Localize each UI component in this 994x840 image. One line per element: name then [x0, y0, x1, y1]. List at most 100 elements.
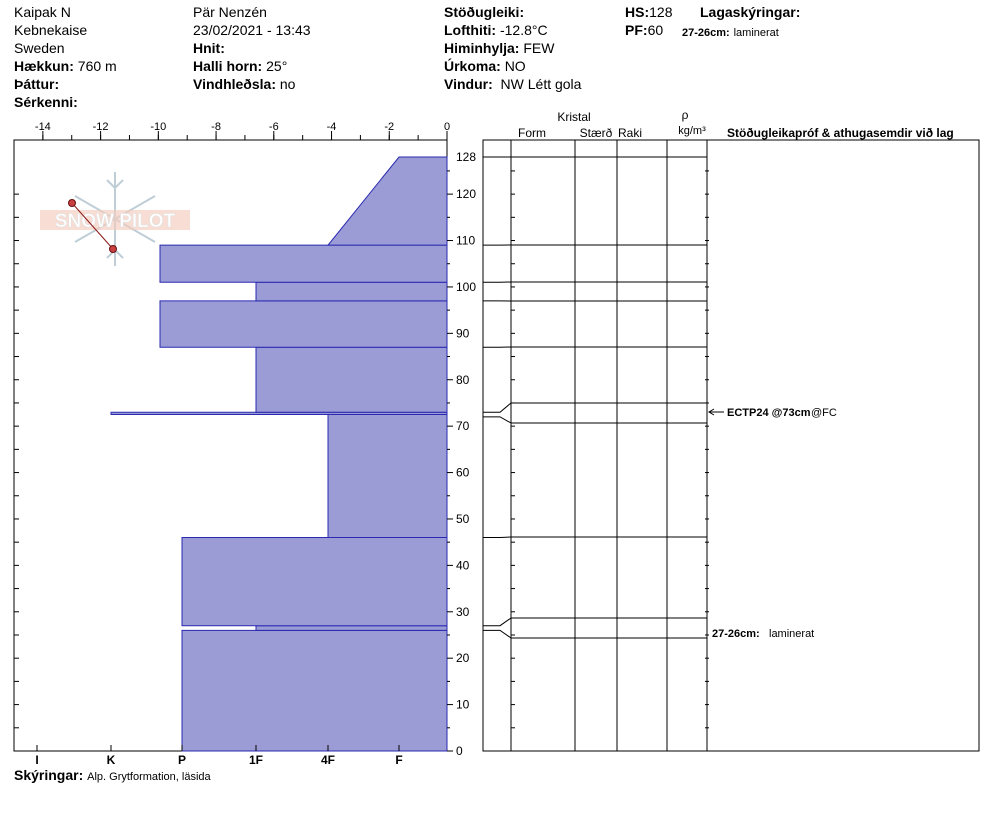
specifics-label: Sérkenni: — [14, 94, 78, 110]
sky-value: FEW — [523, 40, 555, 56]
hardness-layer — [255, 625, 448, 631]
hardness-axis: I K P 1F 4F F — [14, 193, 403, 767]
pf-label: PF: — [625, 22, 648, 38]
hardness-layer — [255, 346, 448, 413]
wind-loading-field: Vindhleðsla: no — [193, 76, 295, 92]
layer-connector — [483, 402, 512, 413]
size-header: Stærð — [580, 126, 613, 140]
temp-tick-label: -2 — [384, 121, 394, 133]
layer-table-columns — [510, 140, 708, 751]
temp-tick-label: -14 — [35, 121, 51, 133]
precip-value: NO — [504, 58, 526, 74]
temp-tick-label: -10 — [150, 121, 166, 133]
snowpilot-logo: SNOW PILOT — [40, 172, 190, 266]
logo-text: SNOW PILOT — [55, 211, 176, 232]
layer-connector — [483, 629, 512, 639]
observer-name: Pär Nenzén — [193, 4, 267, 20]
hardness-tick-label: P — [178, 753, 186, 767]
hardness-layers — [110, 156, 448, 752]
height-tick-label: 100 — [456, 280, 476, 294]
slope-label: Halli horn: — [193, 58, 263, 74]
height-tick-label: 120 — [456, 187, 476, 201]
coords-label: Hnit: — [193, 40, 225, 56]
height-tick-label: 110 — [456, 234, 475, 248]
hardness-tick-label: 1F — [249, 753, 263, 767]
sky-label: Himinhylja: — [444, 40, 520, 56]
hardness-tick-label: K — [107, 753, 116, 767]
layer-table-frame — [482, 139, 980, 752]
observation-datetime: 23/02/2021 - 13:43 — [193, 22, 311, 38]
pf-value: 60 — [647, 22, 664, 38]
elevation-label: Hækkun: — [14, 58, 74, 74]
hs-value: 128 — [649, 4, 673, 20]
hs-label: HS: — [625, 4, 650, 20]
temp-tick-label: 0 — [444, 121, 450, 133]
layer-note: 27-26cm: laminerat — [682, 23, 779, 41]
wind-field: Vindur: NW Létt gola — [444, 76, 581, 92]
footer-notes: Skýringar: Alp. Grytformation, läsida — [14, 767, 211, 785]
hardness-layer — [181, 537, 448, 627]
temp-tick-label: -8 — [211, 121, 221, 133]
layer-comment-text: laminerat — [769, 628, 814, 640]
layer-note-text: laminerat — [733, 27, 779, 39]
hardness-tick-label: 4F — [321, 753, 335, 767]
pf-field: PF:60 — [625, 22, 663, 38]
height-tick-label: 90 — [456, 326, 470, 340]
slope-indicator — [68, 199, 117, 253]
hardness-layer — [255, 281, 448, 302]
layer-note-range: 27-26cm: — [682, 27, 730, 39]
logo-band — [40, 210, 190, 230]
temp-tick-label: -12 — [93, 121, 109, 133]
wind-loading-value: no — [279, 76, 296, 92]
height-tick-label: 60 — [456, 466, 470, 480]
region-name: Kebnekaise — [14, 22, 88, 38]
height-tick-label: 20 — [456, 651, 470, 665]
air-temp-value: -12.8°C — [499, 22, 548, 38]
layer-comment-range: 27-26cm: — [712, 628, 760, 640]
wind-loading-label: Vindhleðsla: — [193, 76, 276, 92]
form-header: Form — [518, 126, 546, 140]
height-tick-label: 10 — [456, 698, 470, 712]
air-temp-label: Lofthiti: — [444, 22, 497, 38]
hs-field: HS:128 — [625, 4, 672, 20]
footer-notes-label: Skýringar: — [14, 767, 84, 783]
height-tick-label: 80 — [456, 373, 470, 387]
slope-value: 25° — [266, 58, 288, 74]
height-tick-label: 30 — [456, 605, 470, 619]
moisture-header: Raki — [618, 126, 642, 140]
height-tick-label: 0 — [456, 744, 463, 758]
wind-label: Vindur: — [444, 76, 493, 92]
height-axis: 0 10 20 30 40 50 60 70 80 90 100 110 120 128 — [447, 150, 709, 758]
country-name: Sweden — [14, 40, 65, 56]
height-tick-label: 40 — [456, 558, 470, 572]
hardness-layer — [326, 156, 448, 246]
hardness-layer — [181, 629, 448, 752]
aspect-label: Þáttur: — [14, 76, 60, 92]
layer-connector — [483, 617, 512, 627]
tests-header: Stöðugleikapróf & athugasemdir við lag — [727, 126, 954, 140]
elevation-value: 760 m — [77, 58, 117, 74]
stability-test-result: @FC — [811, 407, 837, 419]
height-tick-label: 70 — [456, 419, 470, 433]
wind-value: NW Létt gola — [500, 76, 582, 92]
sky-field: Himinhylja: FEW — [444, 40, 554, 56]
precip-field: Úrkoma: NO — [444, 58, 526, 74]
hardness-tick-label: I — [35, 753, 38, 767]
temperature-axis: -14 -12 -10 -8 -6 -4 -2 0 — [35, 121, 450, 140]
rho-header: ρ — [682, 108, 689, 122]
stability-label: Stöðugleiki: — [444, 4, 525, 20]
stability-test-name: ECTP24 @73cm — [727, 407, 811, 419]
height-tick-label: 128 — [456, 150, 476, 164]
footer-notes-value: Alp. Grytformation, läsida — [87, 771, 211, 783]
elevation-field: Hækkun: 760 m — [14, 58, 117, 74]
layer-connector — [483, 536, 512, 539]
precip-label: Úrkoma: — [444, 58, 501, 74]
height-tick-label: 50 — [456, 512, 470, 526]
hardness-layer — [159, 244, 448, 283]
hardness-layer — [327, 414, 448, 539]
temp-tick-label: -6 — [269, 121, 279, 133]
crystal-header: Kristal — [557, 110, 590, 124]
density-unit-header: kg/m³ — [678, 125, 706, 137]
layer-connector — [483, 416, 512, 424]
